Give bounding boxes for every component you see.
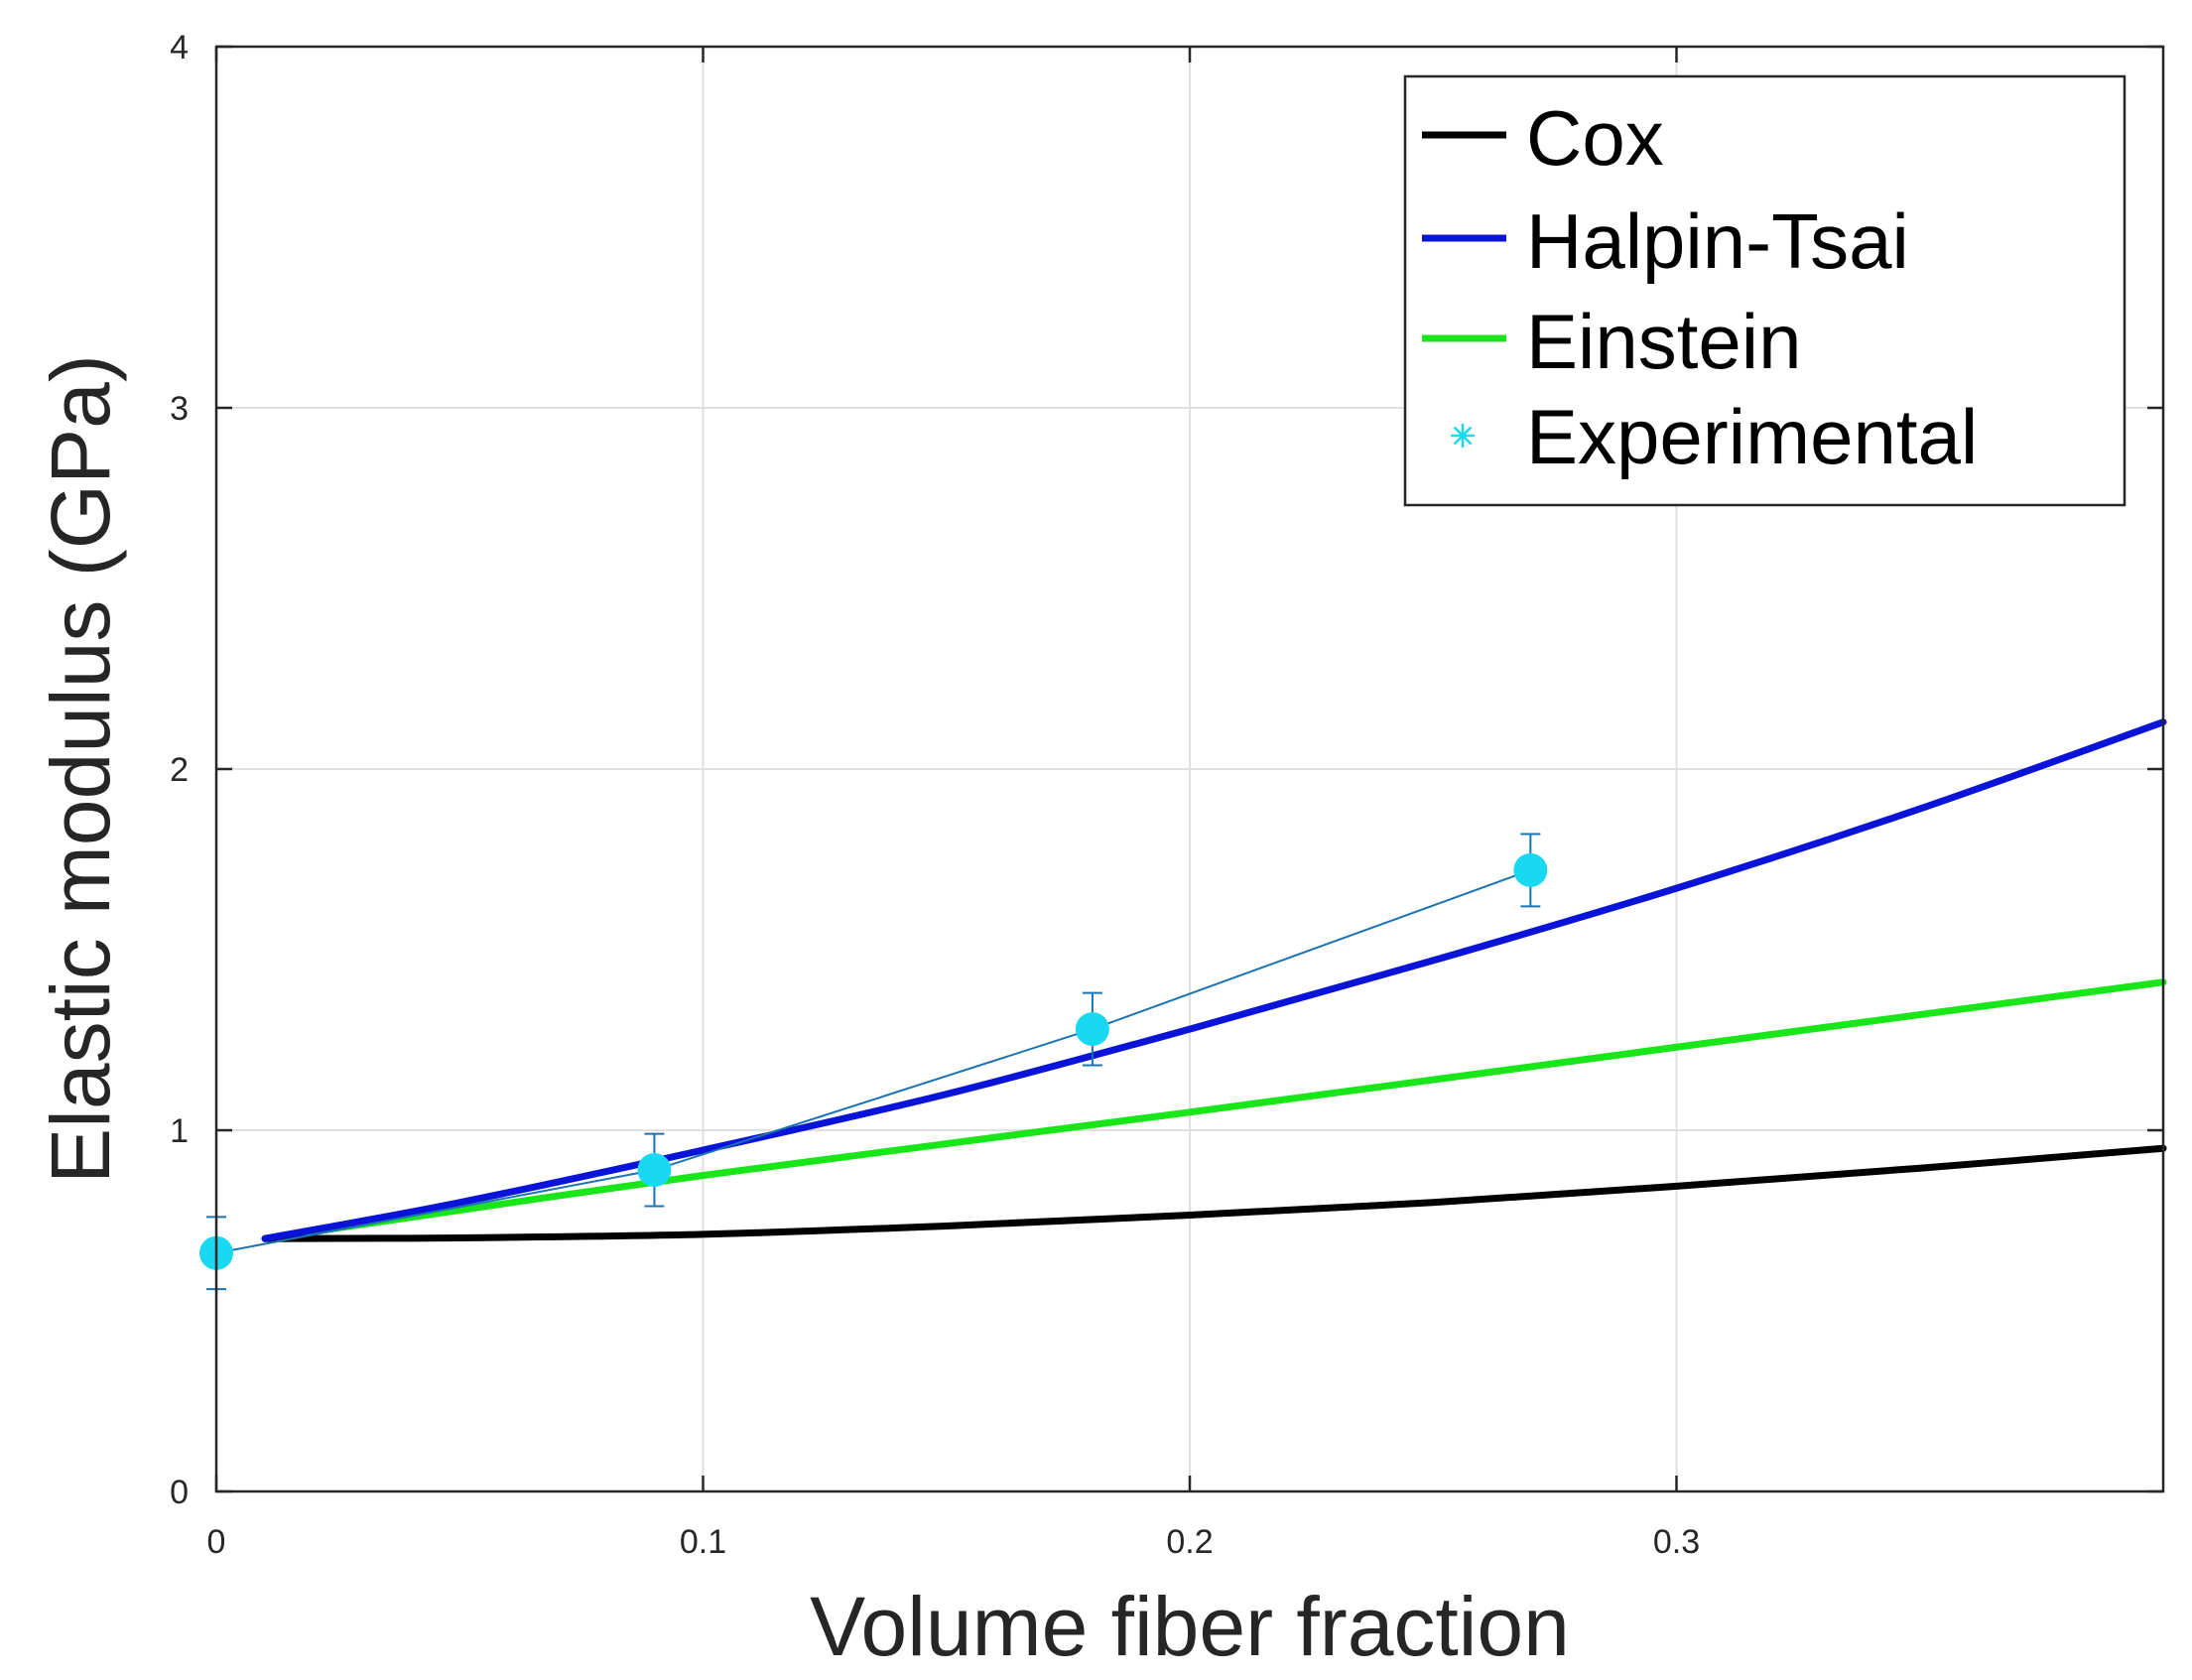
- y-tick-label: 4: [170, 29, 189, 66]
- x-tick-label: 0.3: [1653, 1523, 1700, 1561]
- legend-marker-experimental: [1451, 424, 1475, 448]
- legend-label-einstein: Einstein: [1526, 298, 1802, 385]
- x-tick-label: 0: [207, 1523, 226, 1561]
- x-axis-title: Volume fiber fraction: [810, 1580, 1570, 1673]
- experimental-data-point: [1075, 1012, 1109, 1047]
- series-layer: [199, 718, 2167, 1291]
- experimental-data-point: [637, 1153, 672, 1188]
- experimental-data-point: [1513, 852, 1548, 887]
- legend-box: [1403, 74, 2127, 507]
- star-stroke: [1453, 426, 1473, 446]
- tick-labels: 0 0.1 0.2 0.3 0 1 2 3 4: [170, 29, 1700, 1561]
- legend-label-experimental: Experimental: [1526, 393, 1978, 480]
- y-axis-title: Elastic modulus (GPa): [34, 354, 127, 1184]
- x-tick-label: 0.2: [1166, 1523, 1213, 1561]
- x-tick-label: 0.1: [680, 1523, 726, 1561]
- y-tick-label: 1: [170, 1112, 189, 1150]
- series-cox-line: [261, 1144, 2167, 1242]
- legend-label-halpin-tsai: Halpin-Tsai: [1526, 197, 1909, 285]
- y-tick-label: 0: [170, 1474, 189, 1511]
- axes: [214, 45, 2165, 1493]
- y-tick-label: 3: [170, 390, 189, 428]
- series-halpin-tsai-line: [261, 718, 2167, 1242]
- y-tick-label: 2: [170, 751, 189, 789]
- series-experimental-line: [215, 868, 1531, 1254]
- legend-label-cox: Cox: [1526, 94, 1664, 182]
- series-einstein-line: [261, 978, 2167, 1242]
